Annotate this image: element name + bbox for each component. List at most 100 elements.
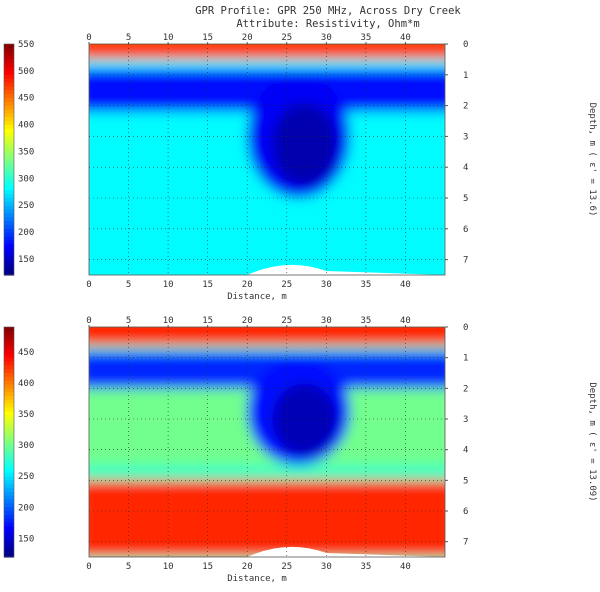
colorbar-segment [4,117,14,122]
heatmap [89,44,445,275]
colorbar-segment [4,373,14,378]
colorbar-segment [4,240,14,245]
colorbar-segment [4,338,14,343]
colorbar-segment [4,182,14,188]
colorbar-tick-label: 200 [18,228,34,238]
colorbar-segment [4,271,14,276]
colorbar-tick-label: 150 [18,534,34,544]
colorbar-segment [4,186,14,191]
colorbar-segment [4,244,14,249]
colorbar-segment [4,205,14,211]
y-tick-label: 5 [463,476,468,486]
x-tick-label-bottom: 35 [360,280,371,290]
x-tick-label-bottom: 40 [400,562,411,572]
x-tick-label-bottom: 10 [163,562,174,572]
colorbar-segment [4,415,14,420]
colorbar-segment [4,147,14,153]
colorbar-segment [4,330,14,336]
chart-panel-2: 00551010151520202525303035354040Distance… [3,316,597,584]
colorbar-segment [4,236,14,241]
colorbar-segment [4,128,14,134]
colorbar-segment [4,511,14,516]
colorbar-segment [4,109,14,114]
colorbar-segment [4,224,14,230]
colorbar-segment [4,384,14,389]
colorbar-segment [4,267,14,272]
x-tick-label-top: 30 [321,33,332,43]
y-axis-label: Depth, m ( ε' = 13.6) [587,103,597,217]
x-tick-label-top: 40 [400,33,411,43]
colorbar-segment [4,534,14,539]
colorbar-segment [4,392,14,397]
colorbar-segment [4,105,14,111]
x-tick-label-top: 30 [321,316,332,326]
colorbar-segment [4,67,14,72]
colorbar-segment [4,522,14,527]
no-data-region [89,264,445,275]
x-tick-label-top: 15 [202,33,213,43]
colorbar-segment [4,59,14,64]
x-tick-label-bottom: 5 [126,280,131,290]
colorbar-segment [4,167,14,172]
x-tick-label-bottom: 30 [321,280,332,290]
colorbar-segment [4,221,14,226]
colorbar-segment [4,449,14,455]
colorbar-segment [4,51,14,57]
y-tick-label: 4 [463,163,468,173]
colorbar-segment [4,442,14,447]
x-tick-label-bottom: 0 [86,280,91,290]
x-tick-label-bottom: 0 [86,562,91,572]
y-tick-label: 4 [463,446,468,456]
x-tick-label-top: 5 [126,316,131,326]
heatmap-field [89,327,445,557]
colorbar-segment [4,357,14,363]
colorbar-frame [3,326,15,558]
y-tick-label: 3 [463,415,468,425]
x-axis-label: Distance, m [227,574,287,584]
colorbar-segment [4,178,14,184]
x-tick-label-bottom: 10 [163,280,174,290]
y-tick-label: 0 [463,323,468,333]
colorbar-segment [4,140,14,145]
colorbar-segment [4,380,14,386]
y-tick-label: 2 [463,384,468,394]
y-tick-label: 1 [463,71,468,81]
colorbar-segment [4,434,14,439]
colorbar-segment [4,422,14,428]
colorbar-segment [4,476,14,481]
colorbar-segment [4,74,14,80]
colorbar-segment [4,545,14,550]
colorbar-segment [4,209,14,214]
x-tick-label-top: 35 [360,316,371,326]
colorbar-segment [4,70,14,76]
colorbar-tick-label: 150 [18,255,34,265]
colorbar-segment [4,163,14,168]
x-tick-label-top: 25 [281,316,292,326]
x-tick-label-top: 0 [86,33,91,43]
colorbar-segment [4,55,14,60]
colorbar-segment [4,132,14,137]
y-tick-label: 5 [463,194,468,204]
colorbar-segment [4,255,14,261]
colorbar-segment [4,113,14,118]
colorbar-segment [4,136,14,141]
colorbar-tick-label: 250 [18,201,34,211]
x-tick-label-top: 25 [281,33,292,43]
colorbar-segment [4,251,14,257]
heatmap-layer [89,480,445,557]
anomaly-core [272,103,337,186]
colorbar-tick-label: 400 [18,121,34,131]
colorbar-segment [4,78,14,84]
colorbar-segment [4,376,14,382]
colorbar-tick-label: 350 [18,147,34,157]
x-tick-label-bottom: 20 [242,562,253,572]
x-tick-label-bottom: 25 [281,280,292,290]
colorbar-segment [4,480,14,485]
x-tick-label-bottom: 25 [281,562,292,572]
heatmap-layer [89,44,445,60]
colorbar-segment [4,365,14,370]
colorbar-segment [4,334,14,340]
colorbar-segment [4,190,14,195]
colorbar-segment [4,399,14,405]
colorbar-segment [4,514,14,520]
